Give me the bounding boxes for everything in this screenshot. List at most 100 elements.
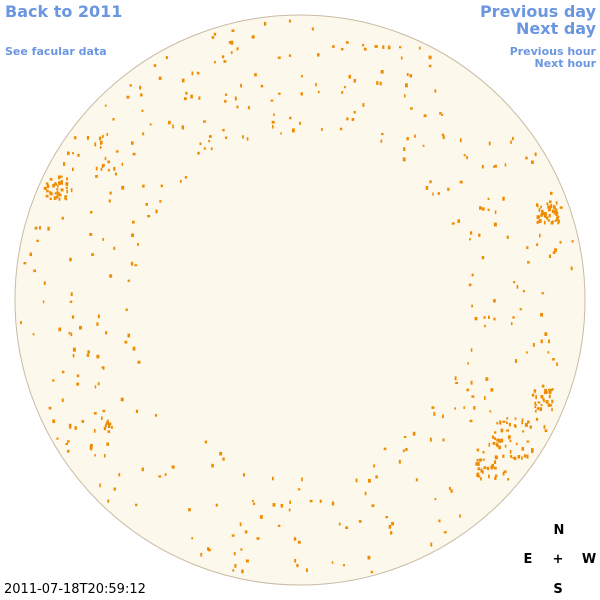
facula — [348, 74, 352, 79]
facula — [466, 388, 470, 392]
compass-west: W — [581, 552, 597, 567]
facula — [245, 559, 249, 563]
facula — [471, 395, 475, 398]
prev-day-link[interactable]: Previous day — [479, 2, 596, 21]
facula — [406, 73, 409, 76]
facula — [531, 448, 533, 451]
facula — [60, 188, 64, 192]
facula — [184, 176, 188, 179]
facula — [468, 283, 472, 287]
facula — [251, 35, 255, 39]
facula — [488, 141, 491, 146]
facula — [544, 429, 548, 433]
back-link[interactable]: Back to 2011 — [5, 2, 123, 21]
facula — [109, 191, 112, 195]
facular-link[interactable]: See facular data — [5, 45, 107, 58]
facula — [454, 407, 456, 410]
facula — [526, 454, 529, 459]
facula — [277, 524, 281, 527]
facula — [228, 41, 232, 44]
facula — [317, 90, 320, 94]
facula — [183, 97, 187, 101]
facula — [521, 447, 525, 451]
facula — [533, 389, 537, 393]
facula — [60, 180, 63, 184]
facula — [405, 83, 408, 88]
facula — [547, 403, 551, 407]
facula — [90, 211, 93, 214]
facula — [230, 51, 233, 54]
facula — [54, 182, 57, 186]
facula — [70, 292, 73, 297]
facula — [390, 531, 393, 535]
facula — [105, 421, 109, 425]
facula — [67, 440, 70, 443]
facula — [483, 316, 486, 319]
facula — [368, 478, 371, 483]
facula — [476, 473, 479, 477]
facula — [510, 455, 513, 458]
facula — [319, 499, 322, 503]
facula — [181, 125, 185, 130]
facula — [57, 192, 61, 196]
facula — [223, 60, 227, 63]
facula — [214, 61, 216, 64]
next-hour-link[interactable]: Next hour — [534, 57, 597, 70]
facula — [522, 290, 525, 293]
next-day-link[interactable]: Next day — [516, 19, 596, 38]
facula — [244, 530, 248, 534]
facula — [540, 205, 542, 209]
facula — [544, 214, 547, 218]
facula — [204, 440, 208, 444]
facula — [340, 47, 344, 51]
facula — [113, 167, 116, 171]
facula — [459, 180, 463, 184]
facula — [297, 488, 301, 491]
facula — [107, 430, 111, 433]
facula — [376, 81, 379, 85]
facula — [102, 134, 104, 139]
facula — [553, 211, 556, 215]
facula — [159, 200, 162, 203]
facula — [540, 339, 543, 344]
facula — [383, 447, 387, 451]
facula — [154, 414, 158, 417]
facula — [536, 216, 540, 220]
facula — [130, 261, 134, 266]
prev-hour-link[interactable]: Previous hour — [509, 45, 596, 58]
facula — [475, 462, 478, 466]
facula — [81, 419, 85, 423]
facula — [103, 426, 107, 431]
facula — [104, 454, 106, 458]
facula — [89, 446, 93, 450]
facula — [346, 117, 349, 121]
facula — [353, 111, 356, 114]
facula — [548, 394, 551, 399]
facula — [115, 150, 119, 153]
facula — [351, 118, 355, 121]
facula — [104, 424, 107, 428]
facula — [140, 93, 143, 97]
facula — [551, 399, 554, 404]
facula — [526, 246, 529, 250]
facula — [301, 477, 303, 482]
facula — [147, 215, 151, 218]
facula — [467, 362, 470, 365]
facula — [459, 138, 462, 143]
facula — [207, 548, 211, 552]
facula — [61, 216, 64, 220]
facula — [546, 391, 549, 394]
facula — [494, 455, 498, 459]
facula — [96, 322, 99, 326]
facula — [480, 468, 483, 472]
facula — [236, 105, 239, 109]
facula — [502, 420, 506, 423]
facula — [345, 526, 349, 530]
facula — [56, 188, 59, 191]
facula — [353, 79, 356, 83]
facula — [306, 568, 308, 572]
facula — [527, 261, 530, 264]
facula — [77, 153, 80, 157]
facula — [455, 381, 459, 385]
facula — [321, 128, 323, 131]
